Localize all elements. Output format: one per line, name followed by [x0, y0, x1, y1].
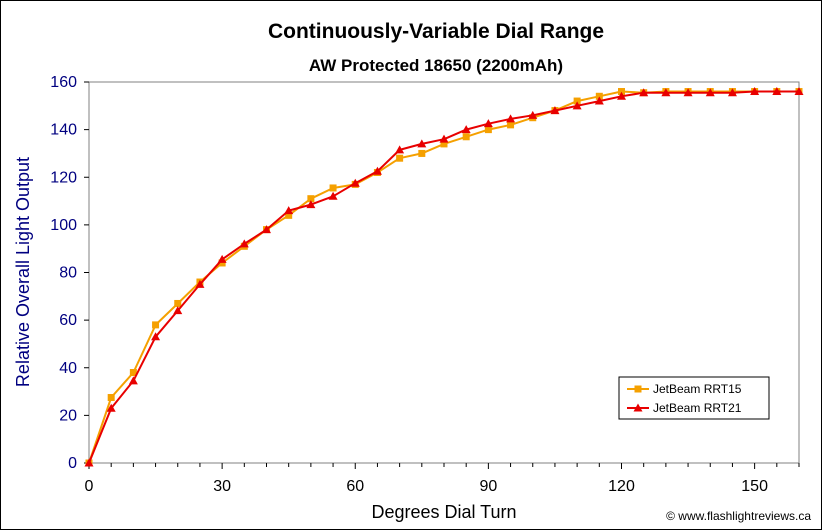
- data-point: [572, 101, 582, 110]
- data-point: [395, 145, 405, 154]
- data-point: [639, 88, 649, 97]
- legend-label-rrt21: JetBeam RRT21: [653, 401, 742, 415]
- data-point: [372, 166, 382, 175]
- data-point: [528, 110, 538, 119]
- data-point: [284, 206, 294, 215]
- data-point: [484, 126, 492, 134]
- data-point: [350, 178, 360, 187]
- data-point: [195, 279, 205, 288]
- y-tick-label: 160: [50, 74, 77, 91]
- y-tick-label: 120: [50, 169, 77, 186]
- data-point: [306, 200, 316, 209]
- y-tick-label: 140: [50, 122, 77, 139]
- legend-marker-rrt15: [634, 385, 642, 393]
- legend-label-rrt15: JetBeam RRT15: [653, 382, 742, 396]
- data-point: [285, 211, 293, 219]
- data-point: [461, 125, 471, 134]
- data-point: [727, 88, 737, 97]
- data-point: [439, 134, 449, 143]
- data-point: [129, 369, 137, 377]
- legend-box: [618, 376, 770, 420]
- data-point: [705, 88, 715, 97]
- data-point: [106, 403, 116, 412]
- data-point: [151, 332, 161, 341]
- data-point: [462, 133, 470, 141]
- data-point: [794, 87, 804, 96]
- data-point: [307, 195, 315, 203]
- y-tick-label: 0: [68, 455, 77, 472]
- y-tick-label: 20: [59, 407, 77, 424]
- chart-title: Continuously-Variable Dial Range: [268, 20, 604, 43]
- x-axis-label: Degrees Dial Turn: [371, 502, 516, 522]
- data-point: [218, 259, 226, 267]
- data-point: [506, 114, 516, 123]
- y-tick-label: 40: [59, 360, 77, 377]
- data-point: [152, 321, 160, 329]
- data-point: [594, 96, 604, 105]
- y-tick-label: 100: [50, 217, 77, 234]
- data-point: [683, 88, 693, 97]
- x-tick-label: 120: [608, 478, 635, 495]
- data-point: [661, 88, 671, 97]
- data-point: [418, 149, 426, 157]
- x-tick-label: 60: [346, 478, 364, 495]
- data-point: [328, 191, 338, 200]
- y-tick-label: 80: [59, 265, 77, 282]
- x-tick-label: 90: [479, 478, 497, 495]
- data-point: [772, 87, 782, 96]
- data-point: [617, 91, 626, 100]
- data-point: [507, 121, 515, 129]
- data-point: [107, 394, 115, 402]
- series-layer: [84, 87, 804, 467]
- data-point: [329, 184, 337, 192]
- data-point: [618, 88, 625, 96]
- copyright-text: © www.flashlightreviews.ca: [666, 509, 811, 523]
- data-point: [417, 139, 427, 148]
- data-point: [174, 299, 182, 307]
- x-tick-label: 150: [741, 478, 768, 495]
- data-point: [128, 376, 138, 385]
- y-axis-label: Relative Overall Light Output: [13, 157, 33, 387]
- data-point: [440, 140, 448, 148]
- data-point: [550, 106, 560, 115]
- chart-subtitle: AW Protected 18650 (2200mAh): [309, 56, 563, 75]
- legend-marker-rrt21: [633, 403, 643, 412]
- data-point: [573, 97, 581, 105]
- data-point: [396, 154, 404, 162]
- data-point: [262, 225, 271, 234]
- data-point: [483, 119, 493, 128]
- data-point: [84, 458, 94, 467]
- x-tick-label: 30: [213, 478, 231, 495]
- data-point: [239, 239, 249, 248]
- data-point: [217, 254, 227, 263]
- y-axis: 0 20 40 60 80 100 120 140 160: [50, 74, 89, 472]
- x-tick-label: 0: [85, 478, 94, 495]
- legend: JetBeam RRT15 JetBeam RRT21: [618, 376, 770, 420]
- data-point: [595, 92, 603, 100]
- y-tick-label: 60: [59, 312, 77, 329]
- x-axis: 0 30 60 90 120 150: [85, 463, 800, 495]
- series-rrt21: [84, 87, 804, 467]
- data-point: [750, 87, 760, 96]
- data-point: [173, 306, 183, 315]
